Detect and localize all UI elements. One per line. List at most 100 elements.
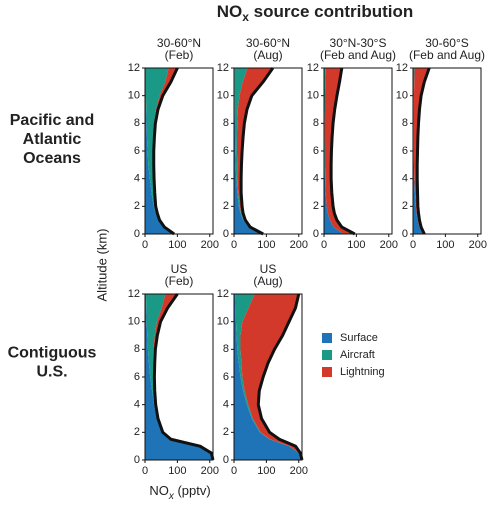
panel-title: 30-60°S (425, 36, 469, 50)
legend-swatch (322, 367, 332, 377)
y-tick-label: 12 (396, 62, 408, 74)
panel-title: 30-60°N (157, 36, 201, 50)
x-tick-label: 200 (201, 465, 219, 477)
x-tick-label: 0 (321, 239, 327, 251)
y-tick-label: 10 (217, 316, 229, 328)
panel-title: (Aug) (253, 274, 282, 288)
row-label: Pacific and (10, 112, 94, 129)
x-tick-label: 200 (290, 239, 308, 251)
area (145, 294, 213, 460)
y-tick-label: 4 (402, 173, 408, 185)
y-tick-label: 12 (217, 288, 229, 300)
y-tick-label: 4 (134, 173, 140, 185)
xlabel-main: NO (149, 483, 169, 498)
y-tick-label: 10 (128, 316, 140, 328)
x-tick-label: 200 (201, 239, 219, 251)
total-outline (152, 293, 215, 461)
total-outline (239, 67, 275, 236)
x-tick-label: 100 (168, 465, 186, 477)
title-main: NO (217, 2, 243, 21)
area (240, 294, 302, 460)
total-outline (256, 293, 304, 461)
y-tick-label: 4 (134, 399, 140, 411)
y-tick-label: 0 (223, 228, 229, 240)
y-tick-label: 12 (128, 288, 140, 300)
y-tick-label: 12 (217, 62, 229, 74)
panel-title: 30°N-30°S (330, 36, 387, 50)
xlabel-sub: x (168, 491, 175, 502)
panel-title: (Feb) (165, 48, 194, 62)
y-tick-label: 2 (223, 200, 229, 212)
legend-swatch (322, 350, 332, 360)
x-tick-label: 100 (347, 239, 365, 251)
total-outline (329, 67, 356, 236)
row-label: U.S. (36, 364, 67, 381)
y-tick-label: 2 (402, 200, 408, 212)
area (324, 68, 344, 234)
legend-label: Surface (340, 332, 378, 344)
area (145, 68, 175, 234)
y-tick-label: 4 (223, 399, 229, 411)
row-label: Atlantic (23, 131, 82, 148)
y-tick-label: 2 (223, 426, 229, 438)
area (234, 68, 264, 234)
y-tick-label: 6 (223, 145, 229, 157)
x-tick-label: 200 (380, 239, 398, 251)
x-tick-label: 0 (142, 465, 148, 477)
y-tick-label: 0 (223, 454, 229, 466)
total-outline (152, 67, 179, 236)
x-tick-label: 0 (142, 239, 148, 251)
panel-title: (Feb and Aug) (409, 48, 485, 62)
y-tick-label: 8 (313, 117, 319, 129)
x-tick-label: 100 (168, 239, 186, 251)
y-tick-label: 10 (217, 90, 229, 102)
area (235, 294, 302, 460)
area (145, 294, 213, 460)
y-tick-label: 0 (402, 228, 408, 240)
y-tick-label: 2 (313, 200, 319, 212)
panel-title: (Feb and Aug) (320, 48, 396, 62)
area (145, 68, 175, 234)
y-tick-label: 0 (134, 454, 140, 466)
y-tick-label: 4 (223, 173, 229, 185)
panel-title: US (171, 262, 188, 276)
y-tick-label: 6 (134, 371, 140, 383)
y-tick-label: 0 (134, 228, 140, 240)
y-tick-label: 6 (313, 145, 319, 157)
legend-swatch (322, 333, 332, 343)
area (324, 68, 355, 234)
y-tick-label: 6 (223, 371, 229, 383)
y-tick-label: 10 (128, 90, 140, 102)
y-tick-label: 2 (134, 200, 140, 212)
y-tick-label: 8 (134, 117, 140, 129)
row-label: Oceans (23, 150, 81, 167)
area (413, 68, 423, 234)
x-tick-label: 200 (290, 465, 308, 477)
x-axis-label: NOx (pptv) (149, 483, 210, 501)
x-tick-label: 100 (436, 239, 454, 251)
y-tick-label: 2 (134, 426, 140, 438)
legend-label: Aircraft (340, 349, 375, 361)
y-axis-label: Altitude (km) (94, 229, 109, 302)
area (234, 294, 302, 460)
area (234, 68, 264, 234)
title-rest: source contribution (249, 2, 413, 21)
y-tick-label: 8 (223, 117, 229, 129)
y-tick-label: 12 (307, 62, 319, 74)
y-tick-label: 8 (402, 117, 408, 129)
xlabel-rest: (pptv) (174, 483, 211, 498)
total-outline (415, 67, 431, 235)
y-tick-label: 6 (134, 145, 140, 157)
x-tick-label: 0 (410, 239, 416, 251)
x-tick-label: 200 (469, 239, 487, 251)
legend-label: Lightning (340, 366, 385, 378)
chart-title: NOx source contribution (217, 2, 414, 24)
y-tick-label: 0 (313, 228, 319, 240)
panel-title: 30-60°N (246, 36, 290, 50)
x-tick-label: 0 (231, 239, 237, 251)
y-tick-label: 6 (402, 145, 408, 157)
y-tick-label: 8 (223, 343, 229, 355)
y-tick-label: 10 (307, 90, 319, 102)
panel-title: (Feb) (165, 274, 194, 288)
